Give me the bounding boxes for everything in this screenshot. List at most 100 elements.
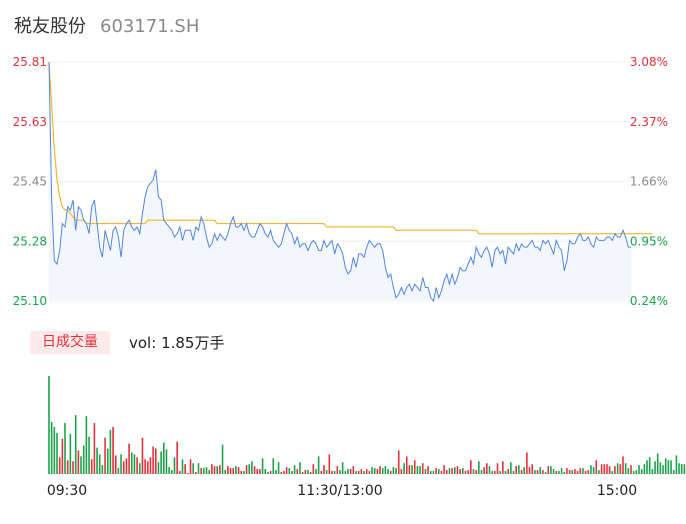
volume-bar: [584, 471, 587, 474]
volume-bar: [146, 461, 149, 474]
price-area-fill: [49, 62, 631, 301]
volume-bar: [376, 469, 379, 474]
volume-bar: [211, 464, 213, 474]
volume-bar: [627, 468, 630, 474]
volume-bar: [283, 471, 285, 474]
volume-bar: [571, 470, 574, 474]
volume-bar: [475, 470, 477, 474]
volume-bar: [205, 467, 208, 474]
volume-bar: [464, 471, 467, 474]
volume-bar: [50, 422, 53, 474]
volume-bar: [171, 470, 173, 474]
volume-bar: [552, 469, 555, 474]
volume-readout: vol: 1.85万手: [129, 332, 224, 353]
volume-bar: [213, 466, 216, 474]
volume-bar: [114, 455, 117, 474]
volume-bar: [74, 415, 77, 474]
volume-bar: [117, 468, 120, 474]
volume-bar: [288, 468, 291, 474]
percent-axis: 3.08% 2.37% 1.66% 0.95% 0.24%: [630, 55, 668, 308]
volume-bar: [675, 455, 678, 474]
volume-bar: [496, 463, 499, 474]
volume-bar: [243, 471, 245, 474]
volume-bar: [568, 470, 571, 474]
average-price-line: [48, 61, 653, 235]
volume-bar: [144, 459, 146, 474]
volume-bar: [219, 465, 221, 474]
volume-bar: [528, 467, 531, 474]
time-axis: 09:30 11:30/13:00 15:00: [47, 483, 637, 499]
volume-bar: [440, 471, 443, 474]
volume-bar: [360, 469, 363, 474]
volume-bar: [339, 470, 341, 474]
volume-bar: [504, 471, 507, 474]
volume-bar: [523, 467, 526, 474]
volume-bar: [379, 466, 381, 474]
volume-value: 1.85万手: [161, 334, 225, 352]
volume-bar: [184, 464, 186, 474]
volume-bar: [245, 465, 248, 474]
volume-bar: [550, 466, 552, 474]
volume-bar: [66, 460, 69, 474]
volume-bar: [491, 471, 493, 474]
volume-bar: [141, 437, 144, 474]
volume-bar: [611, 471, 614, 474]
volume-bar: [510, 462, 512, 474]
volume-bar: [216, 466, 218, 474]
volume-bar: [85, 416, 88, 474]
volume-bar: [587, 470, 590, 474]
volume-bar: [58, 457, 61, 474]
volume-bar: [454, 467, 456, 474]
volume-bar: [448, 468, 451, 474]
volume-bar: [592, 467, 595, 474]
volume-bar: [261, 458, 264, 474]
volume-bar: [365, 469, 368, 474]
volume-bar: [56, 432, 58, 474]
volume-bar: [344, 471, 347, 474]
volume-bar: [483, 467, 485, 474]
volume-bar: [392, 467, 395, 474]
volume-bar: [411, 465, 413, 474]
volume-bar: [98, 454, 101, 474]
daily-volume-tab[interactable]: 日成交量: [30, 331, 110, 354]
volume-bar: [435, 468, 437, 474]
volume-bar: [181, 459, 184, 474]
volume-bar: [630, 465, 632, 474]
volume-bar: [429, 471, 432, 474]
volume-bar: [333, 471, 336, 474]
volume-bar: [152, 446, 154, 474]
volume-bar: [373, 468, 376, 474]
volume-bar: [69, 433, 72, 474]
volume-bar: [325, 470, 328, 474]
volume-bar: [82, 445, 85, 474]
volume-bar: [277, 462, 280, 474]
volume-bar: [486, 463, 488, 474]
volume-bar: [128, 443, 130, 474]
volume-bar: [293, 465, 296, 474]
volume-bar: [590, 465, 592, 474]
volume-bar: [643, 464, 646, 474]
volume-bar: [229, 468, 232, 474]
volume-bar: [232, 468, 235, 474]
price-tick-label: 25.45: [13, 175, 47, 189]
volume-bar: [451, 468, 453, 474]
volume-bar: [109, 429, 112, 474]
volume-bar: [421, 463, 424, 474]
volume-bars: [48, 376, 686, 474]
volume-bar: [606, 464, 608, 474]
volume-bar: [539, 467, 542, 474]
volume-bar: [558, 471, 560, 474]
price-tick-label: 25.10: [13, 294, 47, 308]
volume-bar: [563, 472, 566, 474]
volume-bar: [296, 469, 299, 474]
volume-bar: [480, 470, 483, 474]
price-tick-label: 25.28: [13, 234, 47, 248]
price-axis: 25.81 25.63 25.45 25.28 25.10: [13, 55, 47, 308]
volume-bar: [507, 469, 509, 474]
volume-bar: [400, 469, 403, 474]
volume-bar: [614, 466, 616, 474]
volume-bar: [560, 468, 563, 474]
volume-bar: [387, 469, 389, 474]
volume-bar: [328, 454, 331, 474]
